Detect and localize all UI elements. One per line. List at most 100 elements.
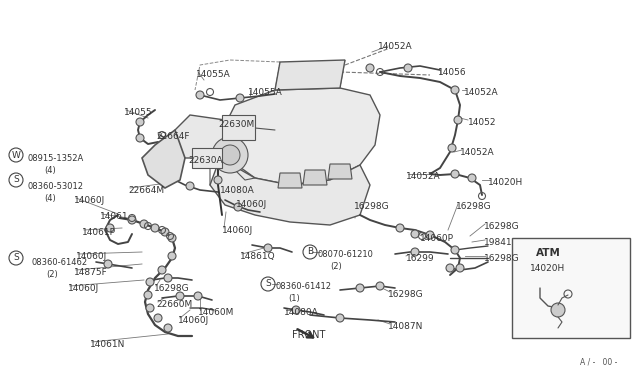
Text: 16298G: 16298G — [388, 290, 424, 299]
Circle shape — [194, 292, 202, 300]
Circle shape — [264, 244, 272, 252]
Text: 14061N: 14061N — [90, 340, 125, 349]
Text: 22664F: 22664F — [156, 132, 189, 141]
Text: 14060J: 14060J — [222, 226, 253, 235]
Text: 14875F: 14875F — [74, 268, 108, 277]
Circle shape — [451, 170, 459, 178]
Circle shape — [551, 303, 565, 317]
Circle shape — [146, 304, 154, 312]
Circle shape — [234, 203, 242, 211]
Text: 14861Q: 14861Q — [240, 252, 276, 261]
Circle shape — [356, 284, 364, 292]
Text: 22630M: 22630M — [218, 120, 254, 129]
Text: W: W — [12, 151, 20, 160]
Circle shape — [411, 248, 419, 256]
Polygon shape — [278, 173, 302, 188]
Circle shape — [336, 314, 344, 322]
Text: 14061: 14061 — [100, 212, 129, 221]
Circle shape — [146, 278, 154, 286]
Circle shape — [220, 145, 240, 165]
Circle shape — [164, 324, 172, 332]
Text: 14060J: 14060J — [74, 196, 105, 205]
Circle shape — [396, 224, 404, 232]
Text: A / -   00 -: A / - 00 - — [580, 357, 618, 366]
Circle shape — [158, 266, 166, 274]
Text: 14060J: 14060J — [68, 284, 99, 293]
Circle shape — [451, 86, 459, 94]
Text: (2): (2) — [330, 262, 342, 271]
Circle shape — [426, 231, 434, 239]
Text: 08360-61462: 08360-61462 — [32, 258, 88, 267]
Polygon shape — [303, 170, 327, 185]
Text: 08915-1352A: 08915-1352A — [28, 154, 84, 163]
Text: 19841: 19841 — [484, 238, 513, 247]
Circle shape — [451, 246, 459, 254]
Circle shape — [164, 274, 172, 282]
Circle shape — [236, 94, 244, 102]
Circle shape — [136, 118, 144, 126]
Polygon shape — [328, 164, 352, 179]
Polygon shape — [210, 158, 370, 225]
Text: 14020H: 14020H — [488, 178, 524, 187]
Text: 22664M: 22664M — [128, 186, 164, 195]
Circle shape — [468, 174, 476, 182]
Text: 14052: 14052 — [468, 118, 497, 127]
Circle shape — [154, 314, 162, 322]
Text: S: S — [13, 176, 19, 185]
Text: 14060M: 14060M — [198, 308, 234, 317]
Circle shape — [161, 228, 169, 236]
Circle shape — [106, 224, 114, 232]
Text: 14020H: 14020H — [530, 264, 565, 273]
Text: 22630A: 22630A — [188, 156, 223, 165]
Text: ATM: ATM — [536, 248, 561, 258]
Circle shape — [151, 224, 159, 232]
Polygon shape — [220, 88, 380, 185]
Text: 16298G: 16298G — [484, 254, 520, 263]
Polygon shape — [222, 115, 255, 140]
Circle shape — [128, 216, 136, 224]
Text: 16298G: 16298G — [484, 222, 520, 231]
Text: 08070-61210: 08070-61210 — [318, 250, 374, 259]
Polygon shape — [168, 115, 230, 158]
Text: 14055A: 14055A — [248, 88, 283, 97]
Circle shape — [176, 292, 184, 300]
Text: 16298G: 16298G — [456, 202, 492, 211]
Polygon shape — [142, 130, 185, 188]
Text: 14061P: 14061P — [82, 228, 116, 237]
Polygon shape — [192, 148, 222, 168]
Bar — [512, 238, 630, 338]
Text: 14052A: 14052A — [406, 172, 440, 181]
Text: 14060J: 14060J — [236, 200, 268, 209]
Text: 14080A: 14080A — [284, 308, 319, 317]
Text: 14052A: 14052A — [460, 148, 495, 157]
Text: S: S — [13, 253, 19, 263]
Circle shape — [196, 91, 204, 99]
Circle shape — [168, 252, 176, 260]
Circle shape — [144, 291, 152, 299]
Circle shape — [448, 144, 456, 152]
Text: 14080A: 14080A — [220, 186, 255, 195]
Circle shape — [456, 264, 464, 272]
Text: (4): (4) — [44, 194, 56, 203]
Text: 14060P: 14060P — [420, 234, 454, 243]
Text: 14056: 14056 — [438, 68, 467, 77]
Text: (2): (2) — [46, 270, 58, 279]
Circle shape — [212, 137, 248, 173]
Text: FRONT: FRONT — [292, 330, 325, 340]
Circle shape — [544, 302, 552, 310]
Polygon shape — [275, 60, 345, 90]
Text: 14052A: 14052A — [378, 42, 413, 51]
Circle shape — [140, 220, 148, 228]
Text: 14055: 14055 — [124, 108, 152, 117]
Text: 08360-61412: 08360-61412 — [276, 282, 332, 291]
Text: 14055A: 14055A — [196, 70, 231, 79]
Circle shape — [214, 176, 222, 184]
Circle shape — [411, 230, 419, 238]
Circle shape — [446, 264, 454, 272]
Text: 08360-53012: 08360-53012 — [28, 182, 84, 191]
Text: S: S — [265, 279, 271, 289]
Circle shape — [292, 306, 300, 314]
Text: 22660M: 22660M — [156, 300, 192, 309]
Text: 16298G: 16298G — [154, 284, 189, 293]
Text: (1): (1) — [288, 294, 300, 303]
